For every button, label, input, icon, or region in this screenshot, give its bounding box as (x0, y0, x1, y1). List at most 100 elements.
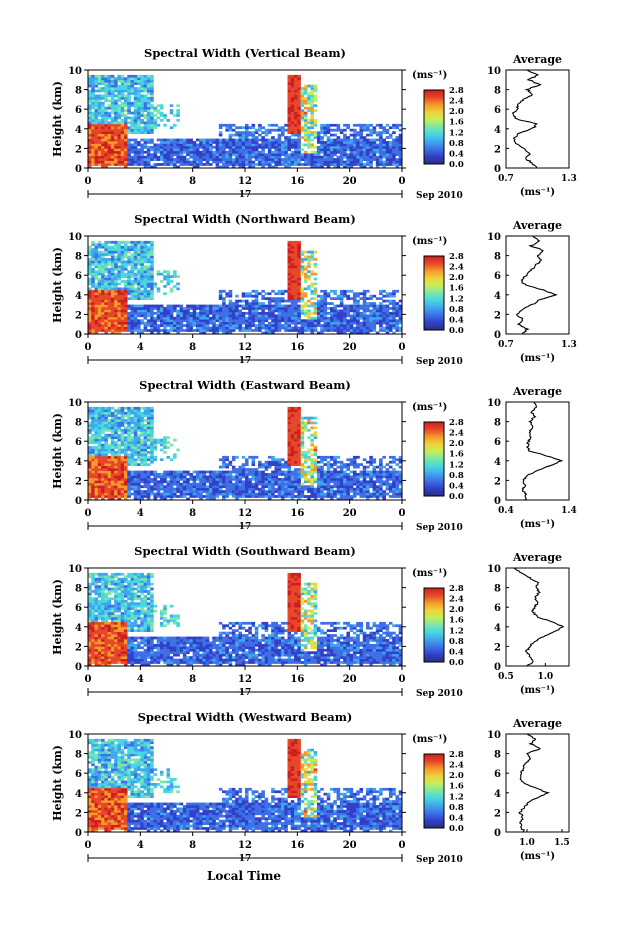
heatmap-cell (114, 441, 118, 444)
heatmap-cell (143, 245, 148, 249)
heatmap-cell (297, 84, 301, 88)
heatmap-cell (94, 123, 99, 127)
heatmap-cell (274, 145, 279, 149)
heatmap-cell (379, 163, 383, 166)
heatmap-cell (310, 94, 314, 98)
heatmap-cell (143, 460, 148, 464)
heatmap-cell (186, 490, 190, 493)
heatmap-cell (205, 329, 210, 332)
heatmap-cell (339, 309, 344, 313)
heatmap-cell (362, 304, 367, 308)
heatmap-cell (143, 104, 148, 108)
heatmap-cell (169, 316, 174, 320)
heatmap-cell (150, 324, 154, 327)
heatmap-cell (169, 148, 174, 152)
heatmap-cell (143, 74, 148, 78)
heatmap-cell (107, 240, 112, 244)
heatmap-cell (297, 101, 301, 105)
heatmap-cell (104, 262, 108, 266)
heatmap-cell (110, 495, 115, 498)
heatmap-cell (94, 470, 99, 474)
heatmap-cell (231, 468, 236, 471)
heatmap-cell (101, 292, 105, 296)
heatmap-cell (369, 163, 373, 166)
heatmap-cell (323, 123, 328, 127)
heatmap-cell (133, 287, 138, 291)
heatmap-cell (159, 106, 164, 110)
heatmap-cell (202, 155, 207, 159)
heatmap-cell (140, 463, 144, 466)
heatmap-cell (287, 270, 292, 274)
heatmap-cell (346, 294, 350, 298)
heatmap-cell (146, 324, 151, 327)
heatmap-cell (166, 492, 171, 496)
heatmap-cell (127, 460, 131, 464)
heatmap-cell (346, 304, 350, 308)
heatmap-cell (316, 307, 321, 310)
heatmap-cell (300, 163, 305, 166)
heatmap-cell (143, 463, 148, 466)
heatmap-cell (140, 163, 144, 166)
heatmap-cell (120, 126, 125, 130)
heatmap-cell (241, 143, 246, 147)
heatmap-cell (133, 126, 138, 130)
heatmap-cell (336, 326, 341, 330)
heatmap-cell (209, 153, 213, 157)
heatmap-cell (271, 324, 275, 327)
heatmap-cell (140, 329, 144, 332)
heatmap-cell (146, 260, 151, 264)
heatmap-cell (133, 436, 138, 440)
heatmap-cell (352, 138, 357, 142)
heatmap-cell (133, 138, 138, 142)
heatmap-cell (339, 329, 344, 332)
heatmap-cell (297, 150, 301, 154)
heatmap-cell (320, 165, 324, 169)
heatmap-cell (107, 446, 112, 449)
heatmap-cell (117, 289, 122, 293)
heatmap-cell (163, 292, 167, 296)
heatmap-cell (379, 329, 383, 332)
heatmap-cell (117, 324, 122, 327)
heatmap-cell (133, 74, 138, 78)
heatmap-cell (150, 277, 154, 281)
heatmap-cell (104, 455, 108, 459)
heatmap-cell (94, 475, 99, 479)
heatmap-cell (307, 155, 311, 159)
heatmap-cell (123, 468, 128, 471)
heatmap-cell (120, 148, 125, 152)
heatmap-cell (222, 331, 226, 335)
heatmap-cell (117, 282, 122, 286)
heatmap-cell (225, 160, 229, 164)
heatmap-cell (264, 331, 269, 335)
heatmap-cell (166, 309, 171, 313)
heatmap-cell (205, 309, 210, 313)
heatmap-cell (326, 294, 331, 298)
heatmap-cell (245, 133, 249, 137)
heatmap-cell (297, 282, 301, 286)
heatmap-cell (153, 473, 157, 476)
heatmap-cell (156, 272, 161, 276)
heatmap-cell (156, 314, 161, 318)
heatmap-cell (143, 123, 148, 127)
heatmap-cell (231, 329, 236, 332)
heatmap-cell (241, 299, 246, 303)
heatmap-cell (349, 329, 354, 332)
heatmap-cell (130, 77, 135, 81)
heatmap-cell (130, 443, 135, 447)
heatmap-cell (137, 470, 141, 474)
heatmap-cell (163, 436, 167, 440)
heatmap-cell (225, 326, 229, 330)
heatmap-cell (235, 307, 239, 310)
heatmap-cell (173, 490, 177, 493)
heatmap-cell (117, 260, 122, 264)
heatmap-cell (176, 485, 180, 489)
heatmap-cell (101, 287, 105, 291)
heatmap-cell (241, 163, 246, 166)
heatmap-cell (146, 277, 151, 281)
heatmap-cell (330, 150, 334, 154)
heatmap-cell (372, 126, 377, 130)
heatmap-cell (150, 419, 154, 422)
heatmap-cell (133, 258, 138, 261)
heatmap-cell (310, 109, 314, 112)
heatmap-cell (343, 304, 347, 308)
